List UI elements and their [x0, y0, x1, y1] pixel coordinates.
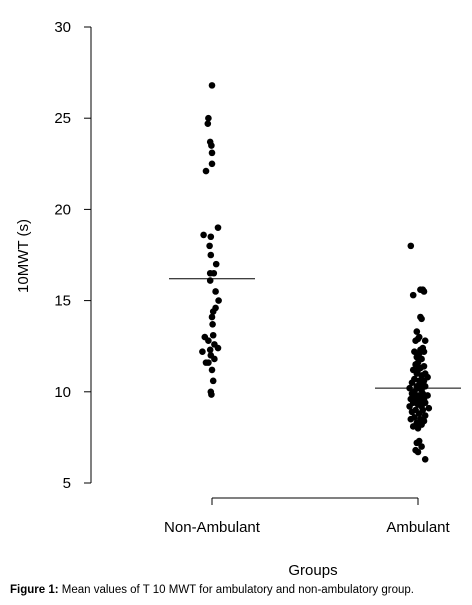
data-point — [207, 251, 215, 259]
data-point — [413, 328, 421, 335]
caption-text: Mean values of T 10 MWT for ambulatory a… — [58, 584, 414, 596]
data-point — [206, 346, 214, 354]
data-point — [208, 160, 216, 168]
x-tick-label: Ambulant — [386, 519, 450, 536]
data-point — [409, 423, 417, 430]
data-point — [208, 313, 216, 321]
data-point — [202, 167, 210, 175]
data-point — [214, 224, 222, 231]
data-point — [407, 415, 415, 423]
x-tick-label: Non-Ambulant — [164, 519, 261, 536]
y-tick-label: 15 — [54, 293, 71, 310]
x-axis: Non-Ambulant Ambulant — [164, 497, 451, 536]
data-point — [214, 344, 222, 352]
data-point — [208, 149, 216, 157]
data-point — [421, 455, 429, 463]
data-point — [414, 335, 422, 343]
data-point — [209, 308, 217, 315]
data-point — [211, 355, 218, 363]
data-point — [415, 410, 423, 417]
data-point — [204, 120, 212, 127]
data-point — [418, 443, 425, 450]
data-point — [209, 331, 217, 339]
y-axis: 5 10 15 20 25 30 — [54, 19, 92, 492]
data-point — [208, 142, 215, 149]
data-point — [199, 348, 206, 355]
data-point — [408, 408, 416, 416]
y-tick-label: 25 — [54, 110, 71, 127]
data-point — [209, 377, 217, 385]
mean-lines — [169, 278, 461, 389]
data-point — [210, 269, 218, 277]
caption-label: Figure 1: — [10, 584, 59, 596]
data-point — [407, 242, 415, 250]
data-point — [421, 412, 429, 419]
y-tick-label: 5 — [63, 475, 71, 492]
data-point — [205, 337, 212, 345]
data-point — [212, 288, 219, 295]
data-points — [199, 82, 433, 463]
data-point — [206, 242, 213, 250]
data-point — [418, 372, 425, 379]
data-point — [412, 361, 419, 368]
y-tick-label: 10 — [54, 384, 71, 401]
data-point — [418, 315, 425, 323]
figure-caption: Figure 1: Mean values of T 10 MWT for am… — [10, 584, 470, 596]
data-point — [406, 403, 413, 410]
data-point — [208, 391, 215, 398]
data-point — [208, 82, 216, 89]
y-tick-label: 30 — [54, 19, 71, 36]
y-tick-label: 20 — [54, 201, 71, 218]
data-point — [215, 297, 222, 304]
data-point — [205, 359, 212, 366]
data-point — [209, 321, 216, 328]
data-point — [413, 439, 421, 447]
data-point — [205, 114, 212, 122]
data-point — [408, 379, 416, 386]
data-point — [421, 337, 429, 345]
data-point — [420, 348, 428, 355]
data-point — [207, 233, 215, 241]
x-axis-title: Groups — [288, 562, 337, 579]
y-axis-title: 10MWT (s) — [15, 219, 32, 293]
data-point — [200, 231, 207, 239]
data-point — [414, 448, 422, 456]
data-point — [212, 260, 220, 268]
data-point — [425, 404, 433, 412]
data-point — [208, 366, 216, 374]
data-point — [417, 286, 424, 293]
data-point — [409, 291, 417, 299]
